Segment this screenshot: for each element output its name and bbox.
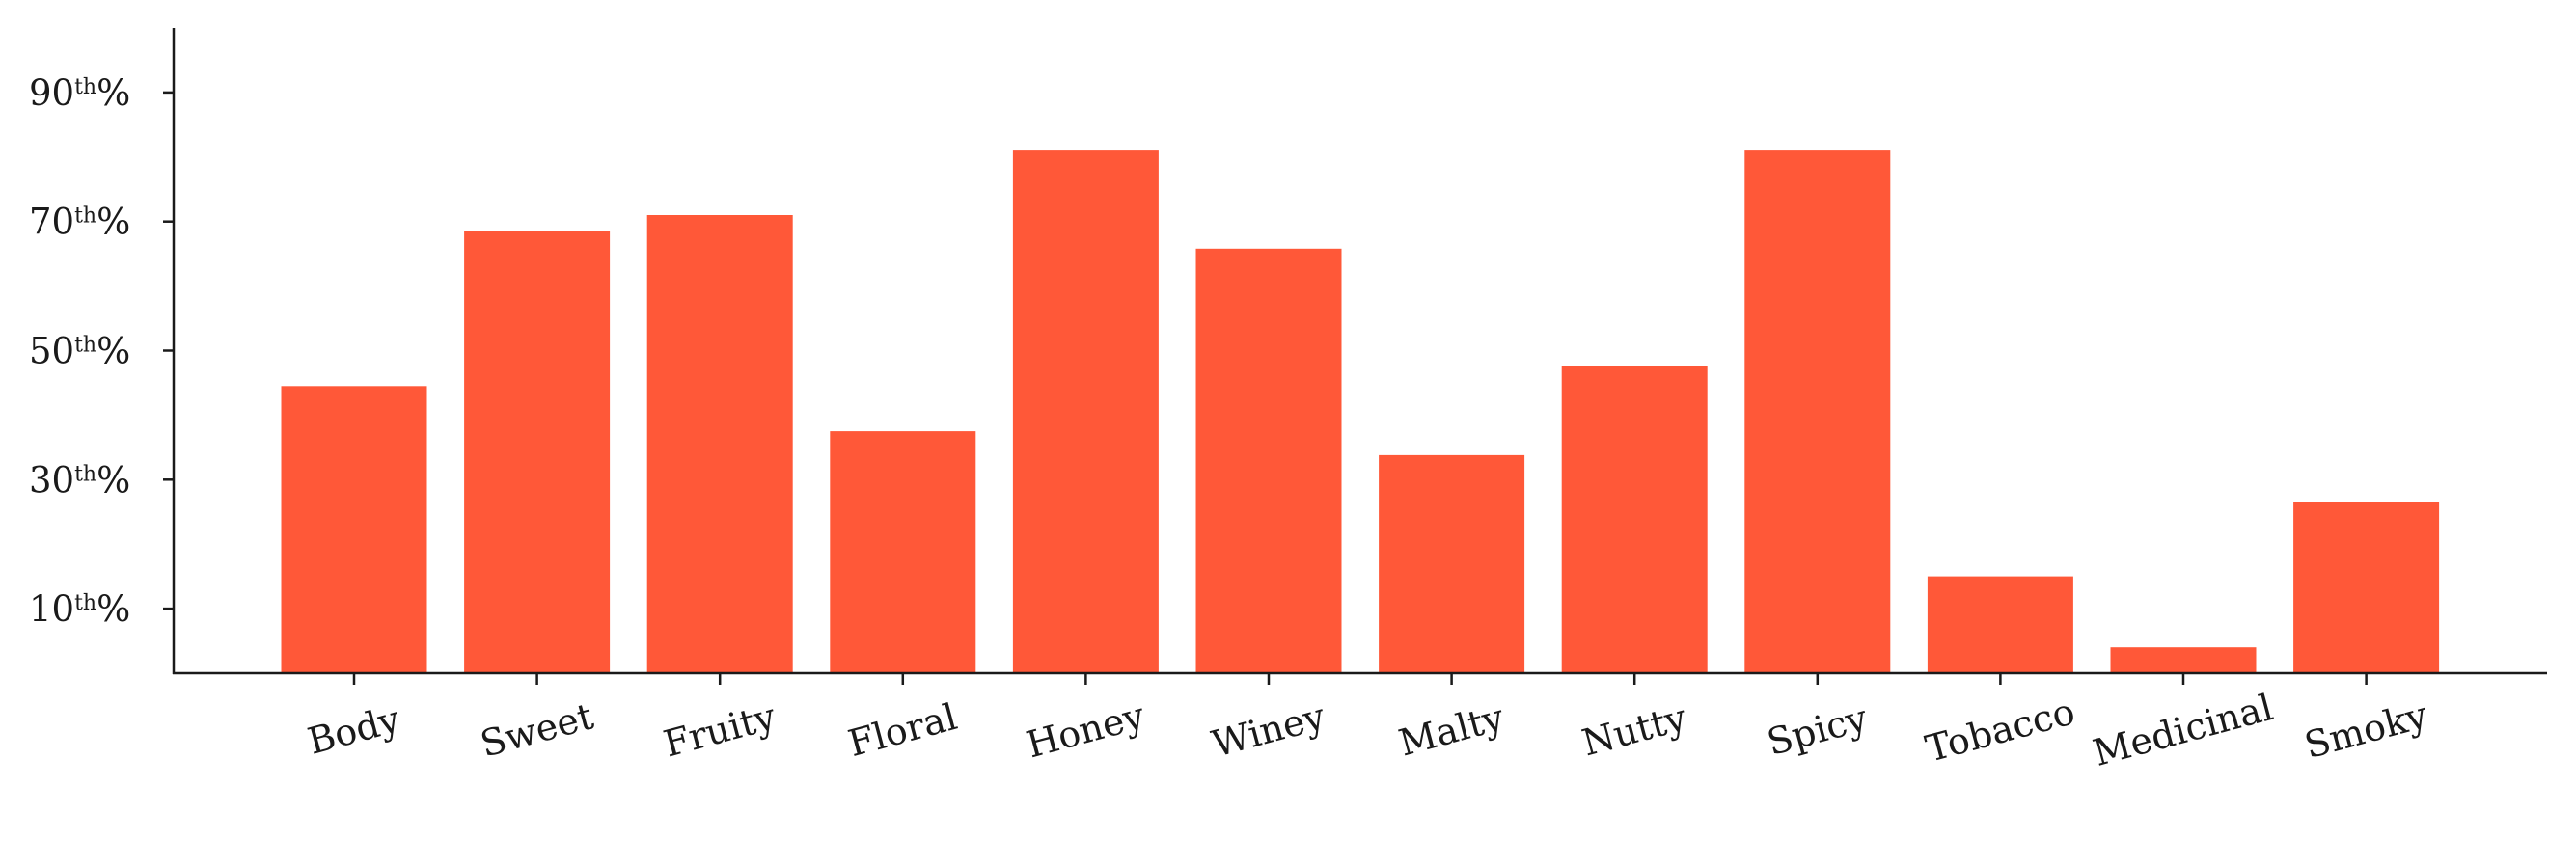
x-tick-label-honey: Honey — [1022, 694, 1149, 767]
y-tick-label: 30th% — [29, 459, 130, 501]
x-axis-ticks: Body Sweet Fruity Floral Honey Winey Malty Nutt… — [303, 673, 2432, 774]
bar-smoky — [2293, 502, 2440, 673]
y-tick-label: 50th% — [29, 331, 130, 372]
x-tick-label-tobacco: Tobacco — [1921, 690, 2079, 770]
bar-sweet — [464, 231, 611, 673]
y-axis-ticks: 10th%30th%50th%70th%90th% — [29, 72, 174, 630]
y-tick-number: 30 — [29, 459, 74, 501]
bar-nutty — [1561, 366, 1708, 673]
y-tick-number: 90 — [29, 72, 74, 114]
x-tick-label-malty: Malty — [1394, 695, 1509, 764]
y-tick-ordinal-suffix: th — [74, 75, 96, 99]
x-tick-label-smoky: Smoky — [2300, 693, 2432, 767]
x-tick-label-medicinal: Medicinal — [2089, 686, 2277, 774]
y-tick-ordinal-suffix: th — [74, 334, 96, 358]
y-tick-number: 50 — [29, 331, 74, 372]
x-tick-label-spicy: Spicy — [1763, 696, 1873, 764]
bar-floral — [830, 431, 976, 673]
bar-spicy — [1744, 150, 1891, 674]
bar-winey — [1195, 248, 1342, 673]
y-tick-label: 70th% — [29, 202, 130, 243]
x-tick-label-floral: Floral — [844, 695, 962, 765]
y-tick-ordinal-suffix: th — [74, 204, 96, 229]
bar-medicinal — [2110, 647, 2257, 673]
x-tick-label-nutty: Nutty — [1577, 695, 1691, 764]
y-tick-number: 10 — [29, 588, 74, 630]
y-tick-percent-sign: % — [96, 588, 130, 630]
bars-group — [281, 150, 2440, 674]
y-tick-percent-sign: % — [96, 202, 130, 243]
y-tick-label: 90th% — [29, 72, 130, 114]
x-tick-label-fruity: Fruity — [659, 694, 781, 765]
y-tick-label: 10th% — [29, 588, 130, 630]
x-tick-label-sweet: Sweet — [476, 694, 597, 765]
y-tick-percent-sign: % — [96, 72, 130, 114]
y-tick-ordinal-suffix: th — [74, 591, 96, 615]
bar-fruity — [646, 215, 793, 673]
bar-malty — [1379, 454, 1525, 673]
x-tick-label-winey: Winey — [1208, 694, 1330, 765]
bar-body — [281, 386, 427, 673]
x-tick-label-body: Body — [303, 697, 404, 763]
y-tick-percent-sign: % — [96, 331, 130, 372]
y-tick-ordinal-suffix: th — [74, 462, 96, 486]
y-tick-percent-sign: % — [96, 459, 130, 501]
bar-honey — [1012, 150, 1159, 674]
bar-tobacco — [1927, 576, 2073, 673]
y-tick-number: 70 — [29, 202, 74, 243]
